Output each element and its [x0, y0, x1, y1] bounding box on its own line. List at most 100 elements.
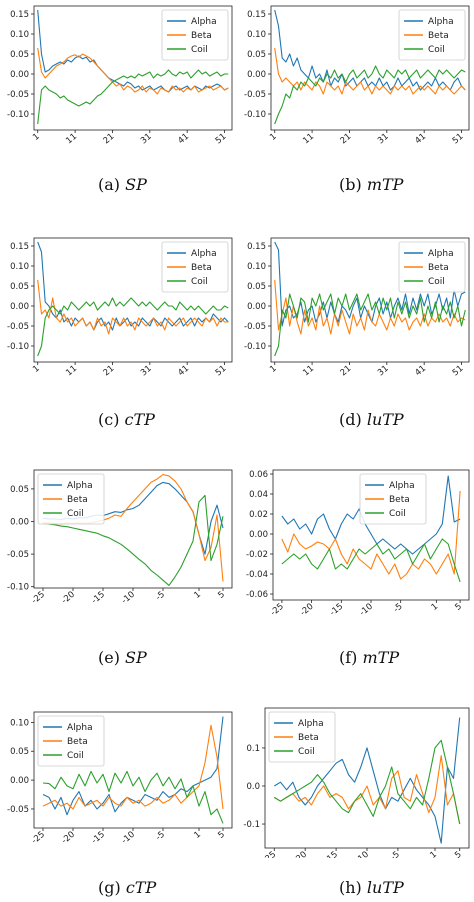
x-tick-label: -10 [120, 590, 137, 607]
x-tick-label: 21 [102, 132, 117, 147]
x-tick-label: -20 [292, 850, 309, 858]
series-line-coil [281, 538, 461, 583]
legend: Alpha Beta Coil [268, 711, 336, 763]
legend: Alpha Beta Coil [398, 9, 466, 61]
x-tick-label: 51 [214, 132, 229, 147]
x-tick-label: 1 [192, 830, 203, 841]
caption-label: SP [125, 175, 147, 194]
x-tick-label: 51 [451, 132, 466, 147]
caption-a: (a) SP [98, 175, 147, 194]
legend-label-beta: Beta [191, 263, 212, 273]
caption-f: (f) mTP [339, 648, 399, 667]
x-tick-label: 41 [413, 364, 428, 379]
y-tick-label: -0.05 [7, 550, 29, 560]
legend: Alpha Beta Coil [161, 241, 229, 293]
series-line-beta [281, 490, 461, 580]
x-tick-label: 1 [428, 850, 439, 858]
x-tick-label: -15 [90, 590, 107, 607]
y-tick-label: -0.05 [7, 322, 29, 332]
x-tick-label: 31 [376, 132, 391, 147]
x-tick-label: 41 [176, 364, 191, 379]
y-tick-label: -0.10 [244, 110, 266, 120]
caption-b: (b) mTP [339, 175, 403, 194]
x-tick-label: 11 [301, 132, 316, 147]
legend-label-alpha: Alpha [67, 481, 93, 491]
y-tick-label: 0.00 [10, 518, 29, 528]
chart-panel-g: 0.10 0.05 0.00 -0.05 -25 -20 -15 -10 -5 1 5 Alpha Be… [7, 711, 233, 847]
legend-box [161, 241, 229, 293]
x-tick-label: 21 [339, 132, 354, 147]
legend-label-beta: Beta [428, 263, 449, 273]
series-line-beta [37, 47, 229, 95]
y-tick-label: -0.1 [243, 820, 260, 830]
x-tick-label: -10 [120, 830, 137, 847]
y-tick-label: 0.06 [249, 470, 268, 480]
chart-panel-b: 0.150.100.050.00-0.05-0.101 11 21 31 41 51Alp… [244, 5, 470, 147]
x-tick-label: -5 [154, 590, 167, 603]
y-tick-label: -0.10 [7, 583, 29, 593]
chart-panel-c: 0.150.100.050.00-0.05-0.101 11 21 31 41 51Alp… [7, 237, 233, 379]
y-tick-label: -0.10 [7, 110, 29, 120]
x-tick-label: 11 [64, 132, 79, 147]
caption-label: cTP [124, 410, 155, 429]
y-tick-label: 0.00 [10, 302, 29, 312]
legend-label-beta: Beta [67, 737, 88, 747]
x-tick-label: -5 [154, 830, 167, 843]
legend-box [161, 9, 229, 61]
chart-panel-e: 0.05 0.00 -0.05 -0.10-25 -20 -15 -10 -5 1 5 Alpha B… [7, 469, 233, 607]
series-line-alpha [37, 9, 229, 93]
x-tick-label: 1 [31, 132, 42, 143]
caption-e: (e) SP [98, 648, 147, 667]
y-tick-label: 0.00 [10, 776, 29, 786]
caption-c: (c) cTP [98, 410, 155, 429]
y-tick-label: 0.1 [246, 744, 260, 754]
caption-tag: (a) [98, 175, 121, 194]
y-tick-label: 0.10 [10, 30, 29, 40]
series-line-alpha [37, 241, 229, 331]
series-line-coil [42, 494, 224, 586]
y-tick-label: -0.05 [244, 322, 266, 332]
y-tick-label: 0.05 [10, 282, 29, 292]
y-tick-label: 0.05 [10, 747, 29, 757]
plot-frame [270, 237, 470, 363]
x-tick-label: 51 [451, 364, 466, 379]
y-tick-label: 0.15 [10, 10, 29, 20]
x-tick-label: 1 [268, 132, 279, 143]
x-tick-label: 5 [216, 830, 227, 841]
y-tick-label: 0.04 [249, 490, 268, 500]
legend-box [359, 473, 427, 525]
caption-tag: (g) [98, 878, 121, 897]
legend-label-coil: Coil [389, 509, 406, 519]
y-tick-label: 0.10 [247, 30, 266, 40]
chart-panel-a: 0.150.100.050.00-0.05-0.101 11 21 31 41 51Alp… [7, 5, 233, 147]
x-tick-label: -25 [269, 602, 286, 619]
legend-label-coil: Coil [191, 277, 208, 287]
legend-label-coil: Coil [298, 747, 315, 757]
legend-label-alpha: Alpha [428, 17, 454, 27]
series-line-alpha [281, 475, 461, 555]
caption-tag: (c) [98, 410, 120, 429]
legend-label-coil: Coil [67, 509, 84, 519]
series-line-coil [274, 739, 461, 825]
legend-label-alpha: Alpha [298, 719, 324, 729]
x-tick-label: -5 [392, 602, 405, 615]
x-tick-label: -25 [261, 850, 278, 858]
x-tick-label: -10 [358, 602, 375, 619]
legend: Alpha Beta Coil [37, 715, 105, 767]
caption-label: mTP [362, 648, 400, 667]
y-tick-label: 0.15 [10, 242, 29, 252]
x-tick-label: -5 [389, 850, 402, 858]
x-tick-label: -25 [30, 830, 47, 847]
x-tick-label: 5 [216, 590, 227, 601]
chart-panel-d: 0.150.100.050.00-0.05-0.101 11 21 31 41 51Alp… [244, 237, 470, 379]
legend-label-alpha: Alpha [389, 481, 415, 491]
series-line-beta [37, 279, 229, 335]
legend-box [398, 9, 466, 61]
legend-label-beta: Beta [67, 495, 88, 505]
x-tick-label: 1 [192, 590, 203, 601]
series-line-alpha [274, 717, 461, 844]
y-tick-label: -0.10 [244, 342, 266, 352]
y-tick-label: -0.02 [246, 550, 268, 560]
series-line-coil [274, 65, 466, 125]
legend-label-coil: Coil [428, 277, 445, 287]
